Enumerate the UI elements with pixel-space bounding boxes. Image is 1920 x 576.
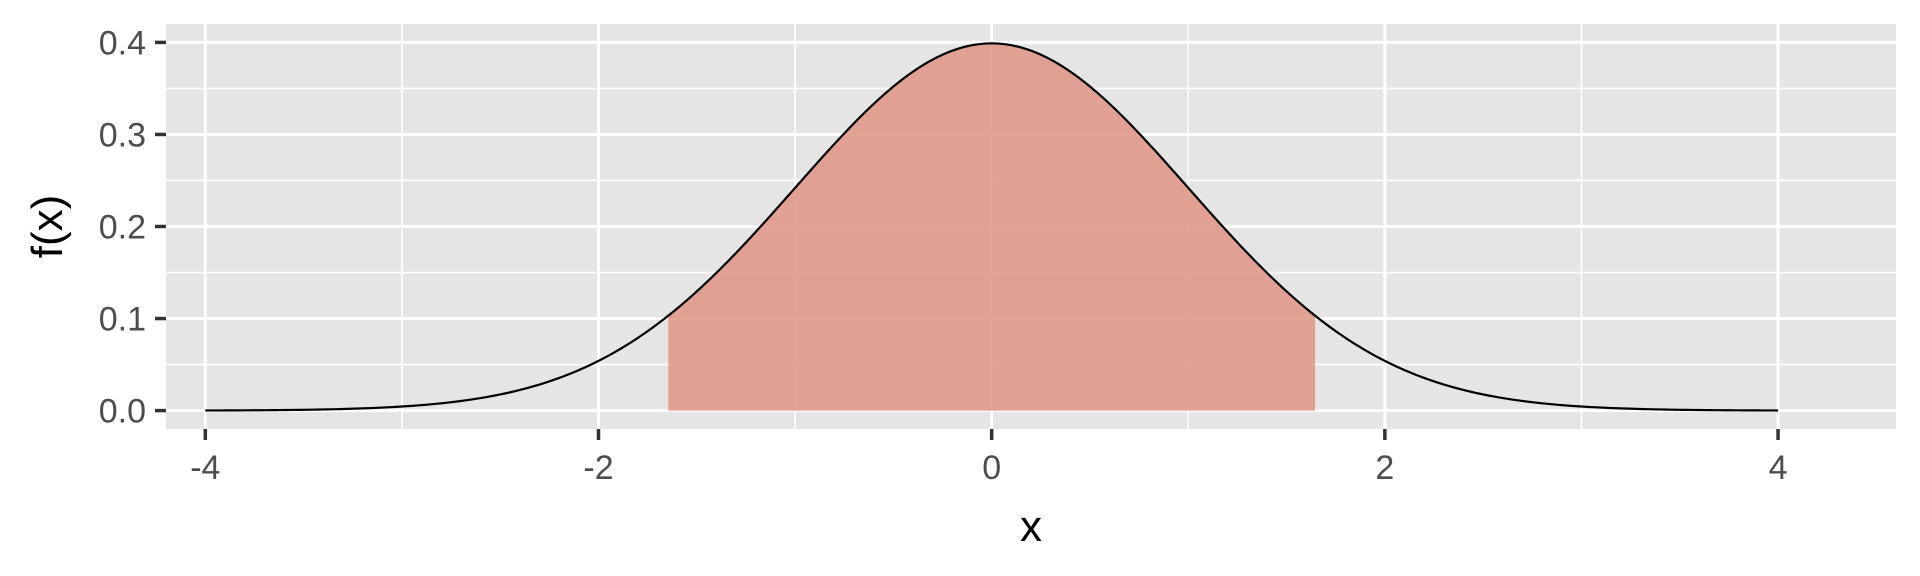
x-tick-label: 4: [1769, 449, 1788, 487]
x-axis-ticks: -4 -2 0 2 4: [190, 429, 1788, 487]
density-curve: [205, 42, 1779, 412]
y-axis-ticks: 0.0 0.1 0.2 0.3 0.4: [99, 24, 166, 431]
y-tick-label: 0.4: [99, 24, 146, 62]
x-tick-label: 2: [1375, 449, 1394, 487]
y-tick-label: 0.1: [99, 301, 146, 339]
y-tick-label: 0.0: [99, 393, 146, 431]
x-axis-title: x: [1020, 502, 1042, 551]
x-tick-label: -4: [190, 449, 220, 487]
x-tick-label: -2: [583, 449, 613, 487]
y-tick-label: 0.2: [99, 209, 146, 247]
y-tick-label: 0.3: [99, 116, 146, 154]
y-axis-title: f(x): [23, 195, 72, 259]
x-tick-label: 0: [982, 449, 1001, 487]
shaded-area: [668, 43, 1316, 411]
